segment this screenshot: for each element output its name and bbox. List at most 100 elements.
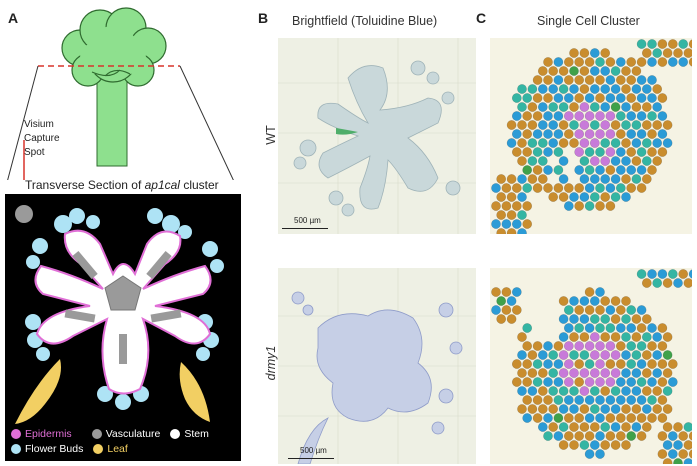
capture-spot bbox=[511, 287, 522, 297]
transverse-section-box: Epidermis Vasculature Stem Flower Buds L… bbox=[5, 194, 241, 461]
capture-spot bbox=[631, 404, 642, 414]
capture-spot bbox=[584, 305, 595, 315]
cluster-wt-spots bbox=[491, 39, 692, 234]
capture-spot bbox=[652, 48, 663, 58]
capture-spot bbox=[511, 111, 522, 121]
capture-spot bbox=[605, 413, 616, 423]
capture-spot bbox=[589, 174, 600, 184]
capture-spot bbox=[553, 377, 564, 387]
scale-bar-bottom bbox=[288, 458, 334, 459]
capture-spot bbox=[615, 57, 626, 67]
capture-spot bbox=[537, 138, 548, 148]
capture-spot bbox=[579, 368, 590, 378]
capture-spot bbox=[626, 431, 637, 441]
capture-spot bbox=[636, 431, 647, 441]
capture-spot bbox=[527, 404, 538, 414]
capture-spot bbox=[511, 305, 522, 315]
capture-spot bbox=[548, 66, 559, 76]
capture-spot bbox=[600, 440, 611, 450]
capture-spot bbox=[574, 165, 585, 175]
capture-spot bbox=[553, 359, 564, 369]
capture-spot bbox=[636, 165, 647, 175]
capture-spot bbox=[558, 156, 569, 166]
capture-spot bbox=[647, 39, 657, 49]
capture-spot bbox=[662, 404, 673, 414]
capture-spot bbox=[501, 183, 512, 193]
capture-spot bbox=[631, 156, 642, 166]
capture-spot bbox=[584, 323, 595, 333]
capture-spot bbox=[683, 48, 692, 58]
capture-spot bbox=[667, 57, 678, 67]
capture-spot bbox=[615, 359, 626, 369]
capture-spot bbox=[636, 93, 647, 103]
capture-spot bbox=[511, 147, 522, 157]
capture-spot bbox=[631, 314, 642, 324]
capture-spot bbox=[543, 165, 553, 175]
capture-spot bbox=[667, 377, 678, 387]
capture-spot bbox=[496, 296, 507, 306]
legend-item-vasculature: Vasculature bbox=[91, 428, 160, 440]
capture-spot bbox=[688, 431, 692, 441]
capture-spot bbox=[574, 305, 585, 315]
capture-spot bbox=[569, 192, 579, 202]
capture-spot bbox=[631, 386, 642, 396]
capture-spot bbox=[584, 359, 595, 369]
capture-spot bbox=[532, 111, 543, 121]
capture-spot bbox=[636, 39, 647, 49]
capture-spot bbox=[667, 449, 678, 459]
capture-spot bbox=[647, 93, 657, 103]
capture-spot bbox=[522, 377, 533, 387]
brightfield-title: Brightfield (Toluidine Blue) bbox=[292, 14, 438, 28]
capture-spot bbox=[563, 359, 574, 369]
capture-spot bbox=[621, 368, 631, 378]
capture-spot bbox=[595, 413, 605, 423]
capture-spot bbox=[527, 120, 538, 130]
capture-spot bbox=[605, 93, 616, 103]
capture-spot bbox=[563, 305, 574, 315]
capture-spot bbox=[621, 66, 631, 76]
capture-spot bbox=[558, 368, 569, 378]
panel-letter-c: C bbox=[476, 10, 487, 26]
capture-spot bbox=[662, 458, 673, 464]
capture-spot bbox=[636, 413, 647, 423]
flower-buds bbox=[25, 208, 224, 410]
capture-spot bbox=[678, 449, 689, 459]
capture-spot bbox=[626, 359, 637, 369]
leaf-right bbox=[179, 362, 210, 422]
capture-spot bbox=[657, 431, 668, 441]
capture-spot bbox=[548, 138, 559, 148]
capture-spot bbox=[621, 102, 631, 112]
capture-spot bbox=[688, 269, 692, 279]
capture-spot bbox=[548, 404, 559, 414]
capture-spot bbox=[647, 377, 657, 387]
capture-spot bbox=[626, 305, 637, 315]
capture-spot bbox=[641, 350, 652, 360]
capture-spot bbox=[610, 192, 621, 202]
capture-spot bbox=[522, 165, 533, 175]
capture-spot bbox=[662, 422, 673, 432]
capture-spot bbox=[589, 440, 600, 450]
capture-spot bbox=[636, 377, 647, 387]
capture-spot bbox=[584, 183, 595, 193]
capture-spot bbox=[537, 386, 548, 396]
capture-spot bbox=[522, 129, 533, 139]
capture-spot bbox=[558, 350, 569, 360]
capture-spot bbox=[615, 93, 626, 103]
capture-spot bbox=[615, 377, 626, 387]
capture-spot bbox=[532, 413, 543, 423]
capture-spot bbox=[652, 386, 663, 396]
capture-spot bbox=[574, 377, 585, 387]
capture-spot bbox=[657, 395, 668, 405]
capture-spot bbox=[657, 341, 668, 351]
capture-spot bbox=[652, 332, 663, 342]
capture-spot bbox=[595, 395, 605, 405]
capture-spot bbox=[595, 431, 605, 441]
capture-spot bbox=[647, 165, 657, 175]
capture-spot bbox=[569, 332, 579, 342]
panel-letter-a: A bbox=[8, 10, 19, 26]
capture-spot bbox=[563, 75, 574, 85]
capture-spot bbox=[579, 138, 590, 148]
capture-spot bbox=[667, 359, 678, 369]
capture-spot bbox=[563, 183, 574, 193]
capture-spot bbox=[532, 75, 543, 85]
